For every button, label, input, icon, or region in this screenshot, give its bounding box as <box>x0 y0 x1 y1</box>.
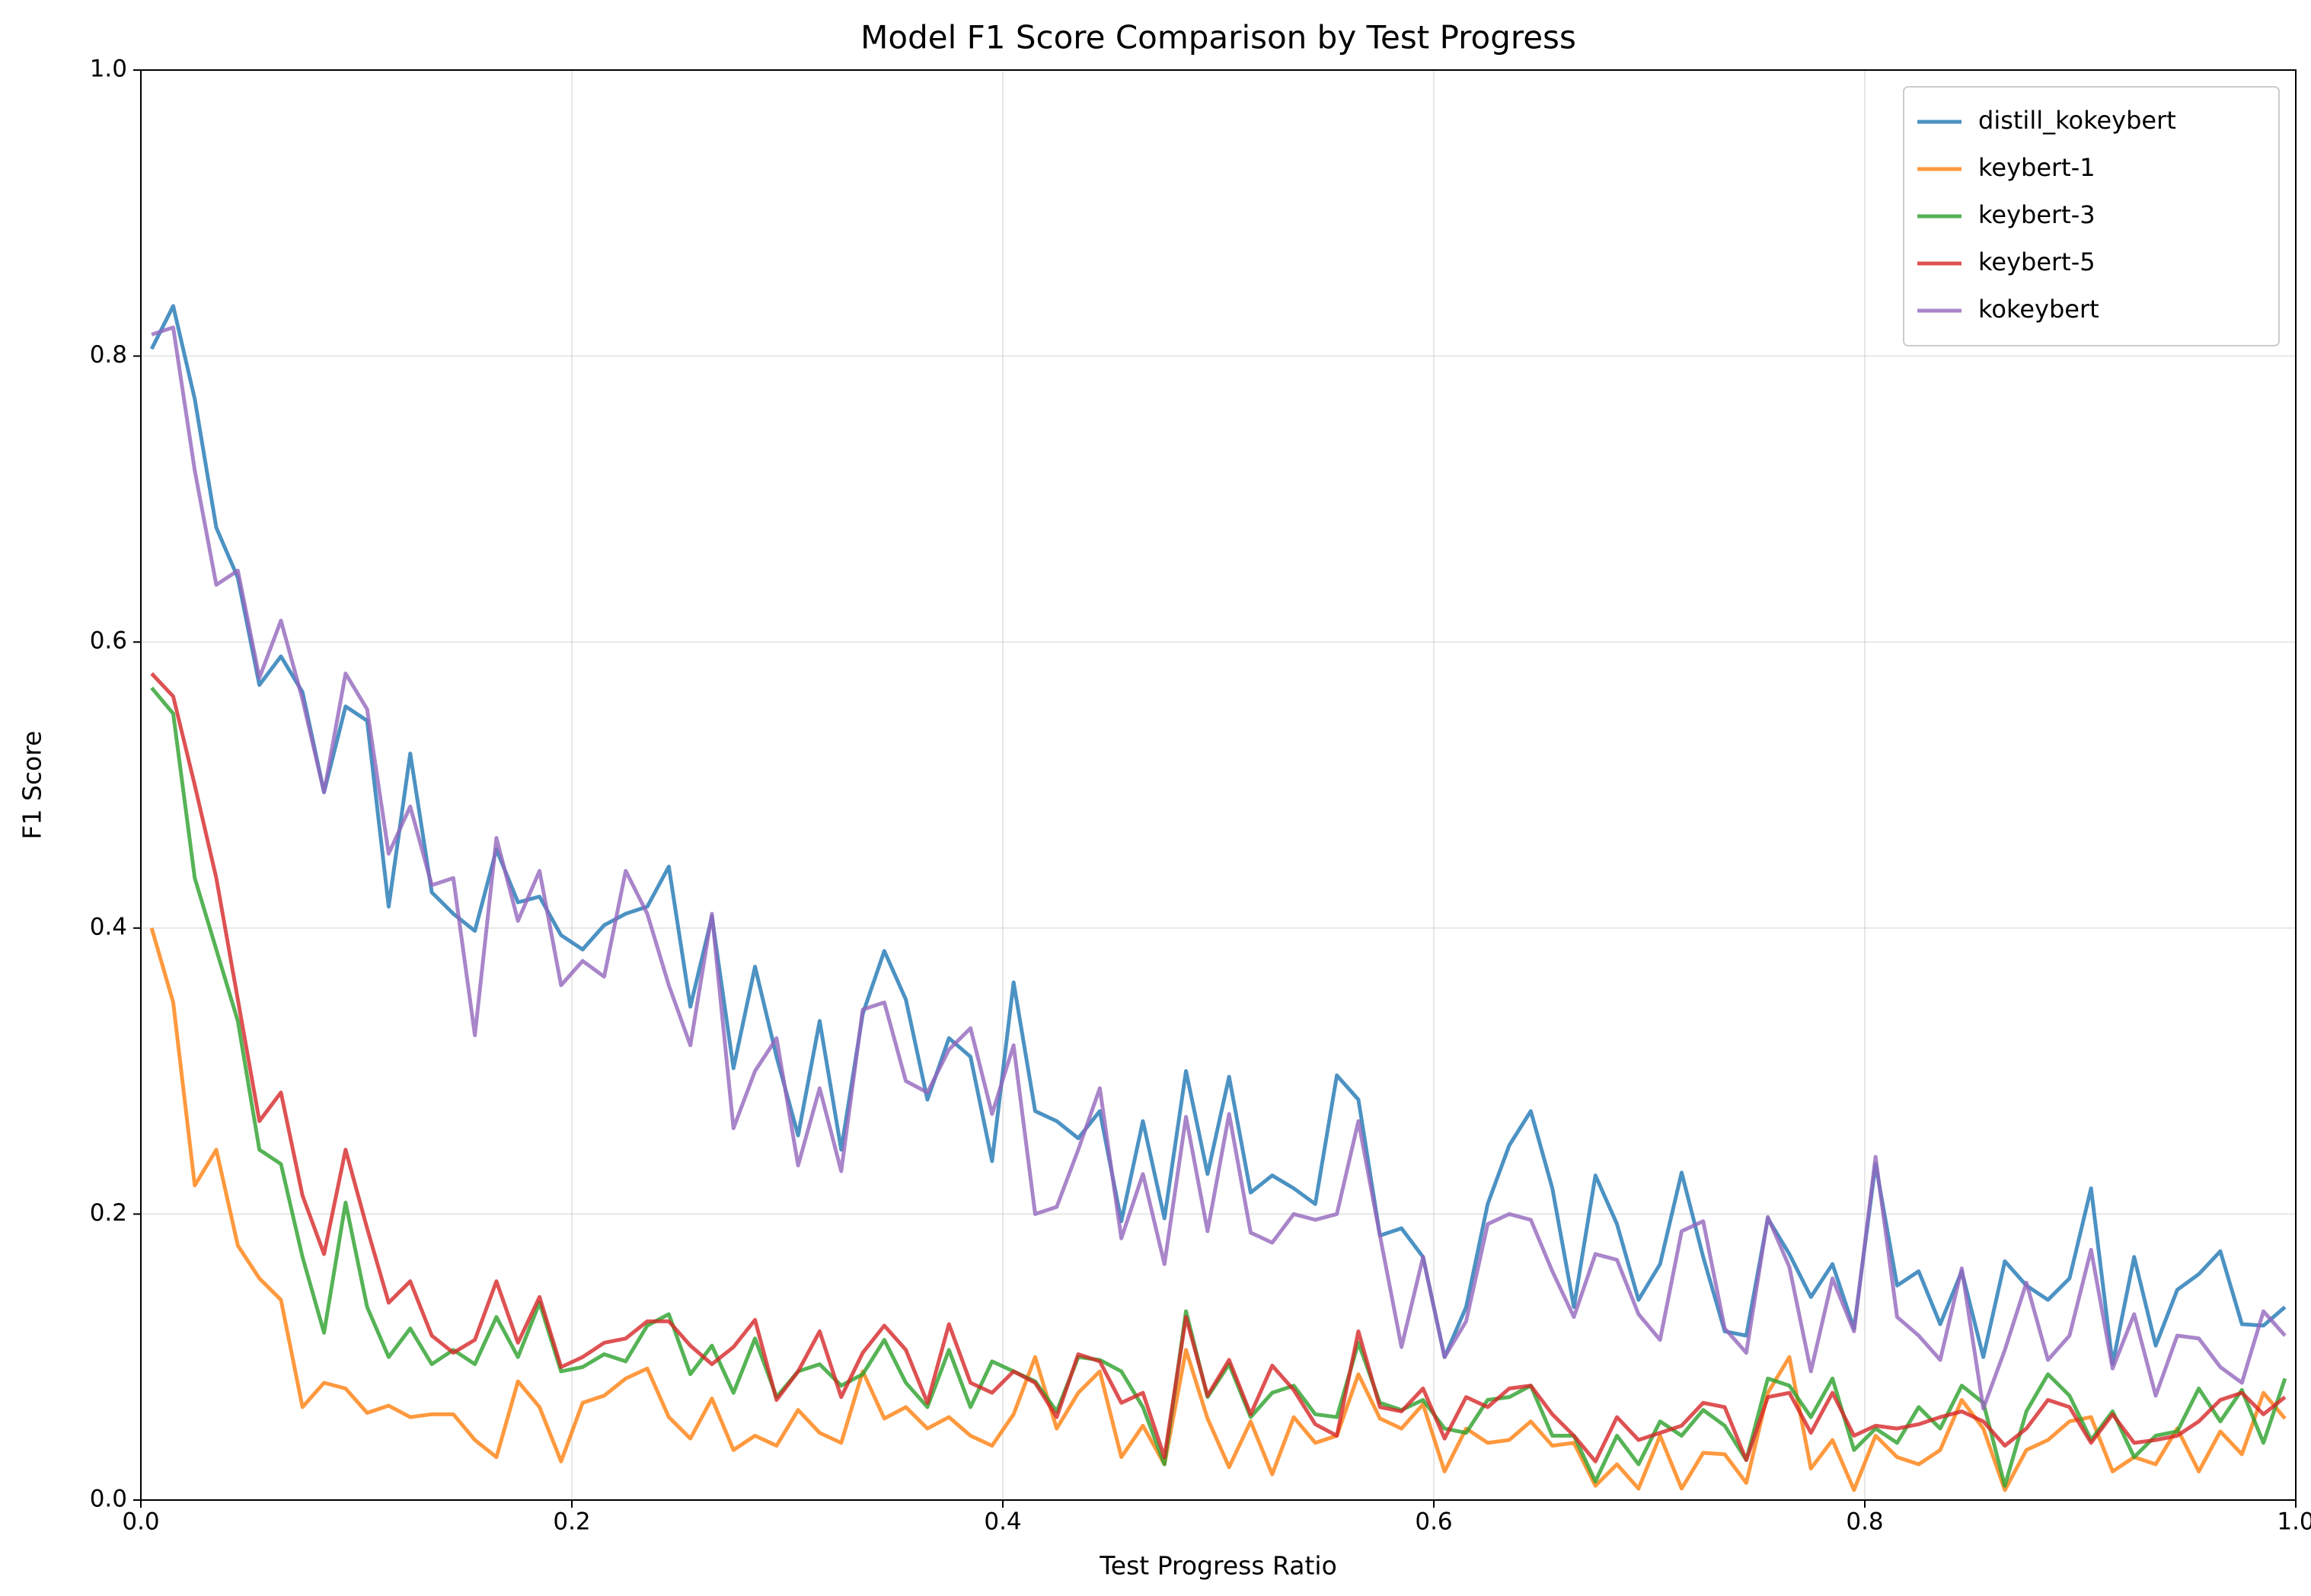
series-line <box>150 672 2287 1464</box>
x-axis-label: Test Progress Ratio <box>1099 1551 1337 1581</box>
series-line <box>151 325 2287 1411</box>
legend-label: keybert-3 <box>1978 200 2096 229</box>
x-tick-label: 0.0 <box>122 1508 159 1536</box>
y-tick-label: 0.0 <box>90 1486 127 1513</box>
legend-label: distill_kokeybert <box>1978 106 2176 135</box>
x-tick-label: 0.8 <box>1846 1508 1883 1536</box>
plot-frame <box>140 69 2297 1501</box>
legend-label: kokeybert <box>1978 295 2099 324</box>
y-tick-label: 0.4 <box>90 913 127 940</box>
y-tick-label: 0.6 <box>90 627 127 655</box>
y-axis-label: F1 Score <box>18 731 47 840</box>
x-tick-label: 0.4 <box>984 1508 1021 1536</box>
legend-box <box>1903 86 2280 346</box>
chart-title: Model F1 Score Comparison by Test Progre… <box>860 19 1576 56</box>
series-line <box>150 686 2287 1488</box>
legend-label: keybert-1 <box>1978 153 2096 182</box>
y-tick-label: 0.2 <box>90 1199 127 1227</box>
x-tick-label: 0.6 <box>1415 1508 1452 1536</box>
y-tick-label: 0.8 <box>90 341 127 369</box>
legend-label: keybert-5 <box>1978 247 2096 276</box>
series-line <box>149 927 2287 1492</box>
series-line <box>149 304 2287 1367</box>
x-tick-label: 1.0 <box>2277 1508 2311 1536</box>
y-tick-label: 1.0 <box>90 56 127 83</box>
x-tick-label: 0.2 <box>553 1508 590 1536</box>
